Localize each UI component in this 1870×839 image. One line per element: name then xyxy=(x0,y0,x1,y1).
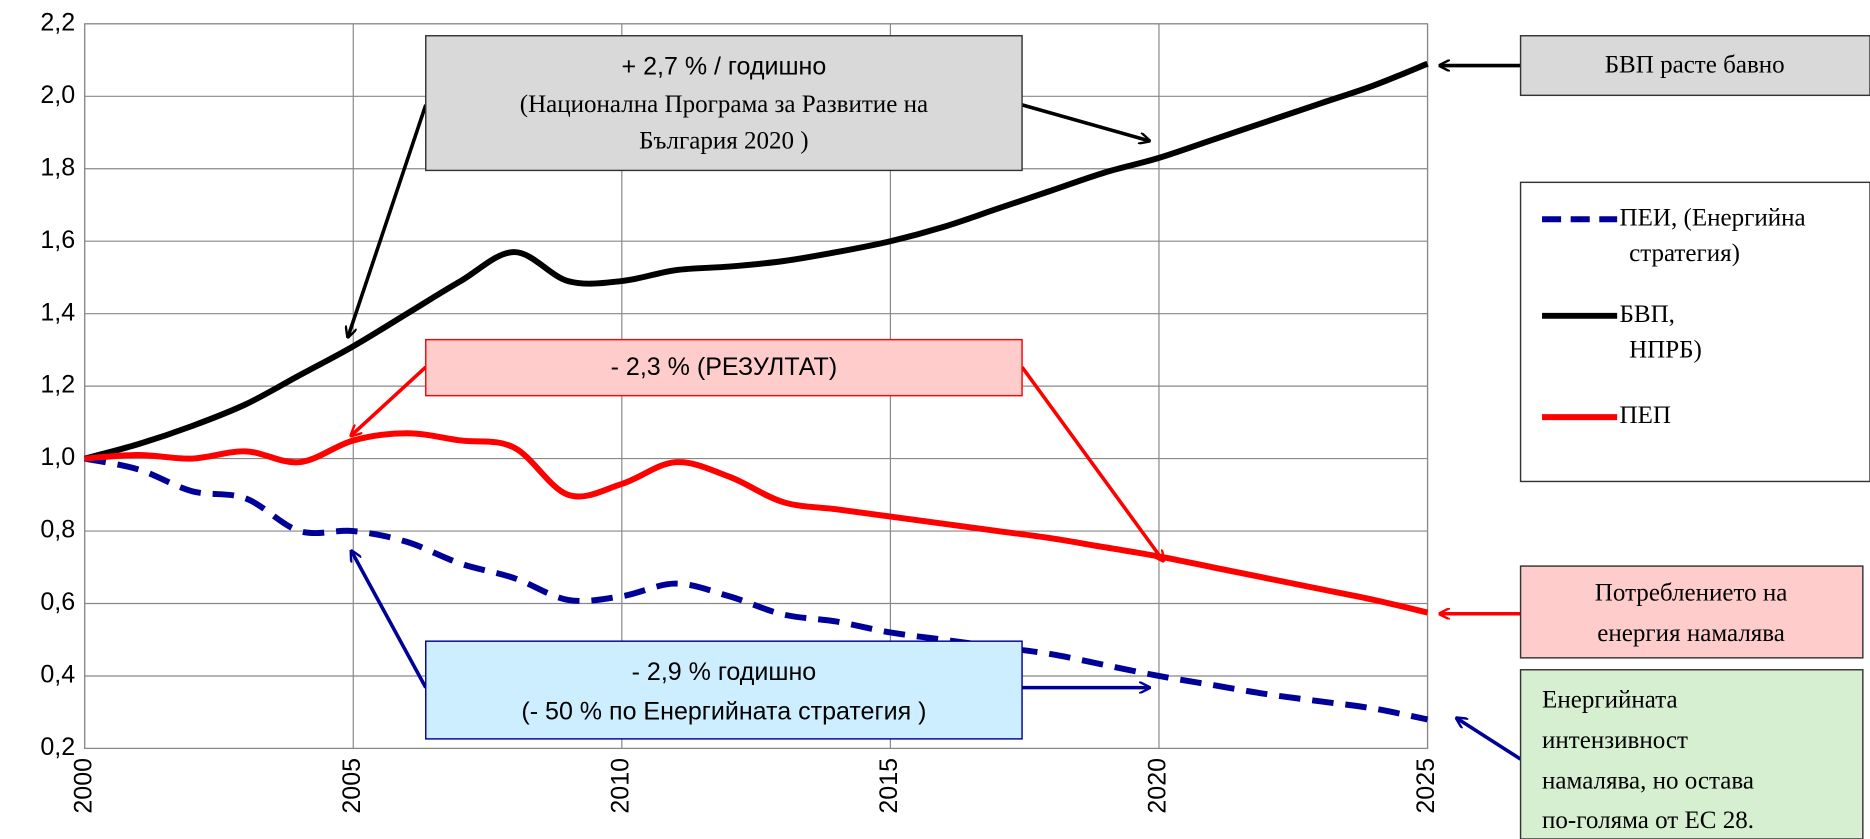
arrow xyxy=(352,365,427,435)
annotation: (- 50 % по Енергийната стратегия ) xyxy=(521,697,926,725)
annotation: + 2,7 % / годишно xyxy=(622,53,827,81)
legend-label: ПЕП xyxy=(1620,402,1671,429)
box xyxy=(425,338,1023,397)
annotation: интензивност xyxy=(1542,727,1688,754)
box xyxy=(1519,565,1864,659)
boxes: + 2,7 % / годишно (Национална Програма з… xyxy=(425,35,1870,839)
annotation: БВП расте бавно xyxy=(1605,51,1785,78)
x-tick-label: 2005 xyxy=(338,758,366,814)
y-tick-label: 1,8 xyxy=(40,153,75,181)
box xyxy=(425,640,1023,740)
x-tick-label: 2015 xyxy=(875,758,903,814)
box xyxy=(1519,669,1864,839)
y-tick-label: 1,4 xyxy=(40,298,75,326)
annotation: енергия намалява xyxy=(1597,620,1785,647)
y-tick-label: 0,4 xyxy=(40,661,75,689)
annotation: Потреблението на xyxy=(1595,579,1788,606)
legend xyxy=(1519,181,1870,483)
y-tick-label: 1,0 xyxy=(40,443,75,471)
annotation: - 2,9 % годишно xyxy=(632,658,817,686)
plot-border xyxy=(84,23,1429,750)
annotation: България 2020 ) xyxy=(639,128,808,155)
annotations xyxy=(348,66,1522,761)
plot: 0,2 0,4 0,6 0,8 1,0 1,2 1,4 1,6 1,8 2,0 2,2 2000 200… xyxy=(40,8,1440,813)
y-tick-label: 0,6 xyxy=(40,588,75,616)
arrow xyxy=(1020,366,1163,560)
box xyxy=(425,35,1023,172)
annotation: намалява, но остава xyxy=(1542,768,1754,795)
arrow xyxy=(348,104,428,336)
annotation: по-голяма от ЕС 28. xyxy=(1542,807,1754,834)
x-tick-label: 2000 xyxy=(69,758,97,814)
y-tick-label: 1,2 xyxy=(40,371,75,399)
x-tick-label: 2010 xyxy=(606,758,634,814)
y-tick-label: 0,8 xyxy=(40,516,75,544)
legend-label: ПЕИ, (Енергийна стратегия) xyxy=(1620,204,1806,267)
annotation: (Национална Програма за Развитие на xyxy=(520,91,928,118)
y-tick-label: 2,0 xyxy=(40,81,75,109)
box xyxy=(1519,35,1870,97)
arrow xyxy=(1457,719,1522,761)
legend-label: БВП, НПРБ) xyxy=(1620,301,1702,364)
y-tick-label: 0,2 xyxy=(40,733,75,761)
annotation: - 2,3 % (РЕЗУЛТАТ) xyxy=(611,353,838,381)
legend-items: ПЕИ, (Енергийна стратегия) БВП, НПРБ) ПЕП xyxy=(1542,204,1806,429)
arrow xyxy=(1021,103,1148,141)
series-line xyxy=(84,430,1429,616)
y-tick-label: 2,2 xyxy=(40,8,75,36)
x-tick-label: 2020 xyxy=(1144,758,1172,814)
annotation: Енергийната xyxy=(1542,687,1678,714)
series-line xyxy=(83,60,1429,462)
arrow xyxy=(352,552,428,689)
x-tick-label: 2025 xyxy=(1412,758,1440,814)
y-tick-label: 1,6 xyxy=(40,226,75,254)
